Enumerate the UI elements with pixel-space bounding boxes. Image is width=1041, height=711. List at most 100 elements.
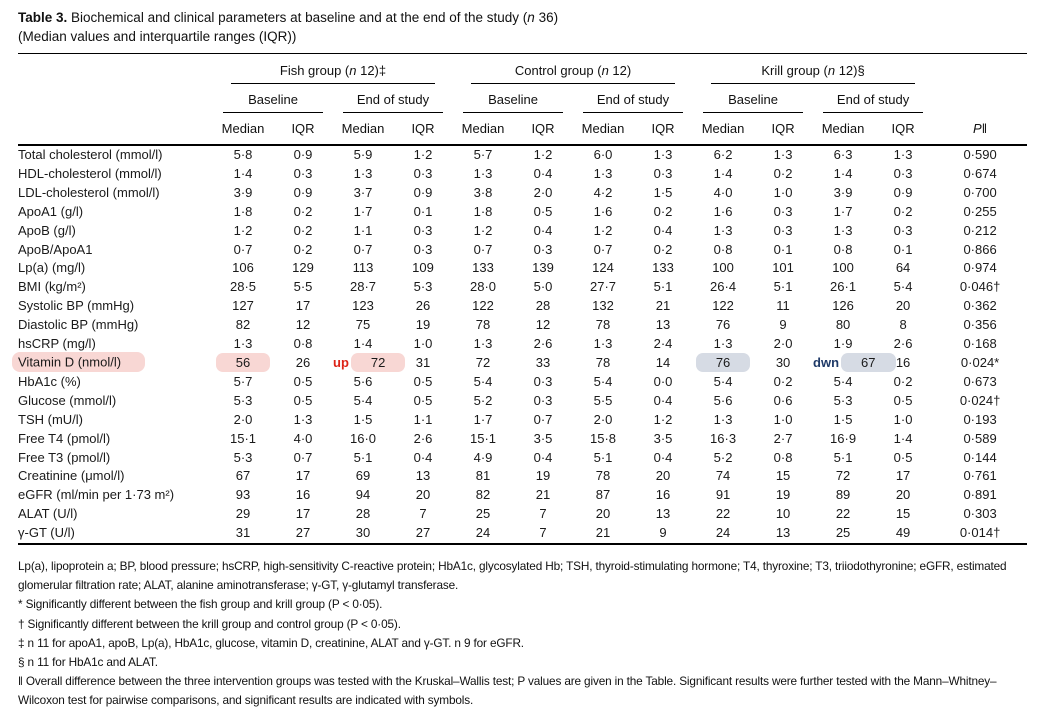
fish-group-suffix: 12)‡: [356, 63, 387, 78]
value-cell: 16: [895, 354, 911, 370]
value-cell: 0·3: [533, 392, 553, 408]
value-cell: 20: [415, 487, 431, 503]
value-cell: 6·0: [593, 147, 613, 162]
value-cell: 0·4: [533, 449, 553, 465]
value-cell: 72: [475, 354, 491, 370]
value-cell: 25: [475, 506, 491, 522]
value-cell: 17: [895, 468, 911, 484]
value-cell: 15·8: [589, 430, 617, 446]
value-cell: 82: [475, 487, 491, 503]
p-value: 0·362: [963, 298, 997, 314]
value-cell: 5·5: [293, 279, 313, 295]
caption-n-italic: n: [527, 10, 535, 25]
row-label: TSH (mU/l): [18, 411, 83, 427]
col-header-iqr: IQR: [633, 113, 694, 146]
value-cell: 5·2: [473, 392, 493, 408]
value-cell: 0·3: [653, 165, 673, 181]
value-cell: 1·2: [473, 222, 493, 238]
value-cell: 1·1: [413, 411, 433, 427]
value-cell: 0·4: [653, 449, 673, 465]
value-cell: 4·0: [713, 184, 733, 200]
row-label: eGFR (ml/min per 1·73 m²): [18, 487, 175, 503]
value-cell: 19: [415, 317, 431, 333]
value-cell: 1·2: [653, 411, 673, 427]
value-cell: 15·1: [229, 430, 257, 446]
value-cell: 0·0: [653, 373, 673, 389]
value-cell: 1·5: [353, 411, 373, 427]
col-header-median: Median: [213, 113, 273, 146]
value-cell: 1·5: [833, 411, 853, 427]
value-cell: dwn 67: [813, 352, 896, 373]
value-cell: 1·4: [353, 336, 373, 352]
table-row: γ-GT (U/l) 31 27 30 27 24 7 21 9 24 13 25 49 0·014†: [18, 524, 1027, 544]
value-cell: 0·4: [653, 222, 673, 238]
value-cell: 87: [595, 487, 611, 503]
value-cell: 106: [232, 260, 254, 276]
p-column-spacer: [933, 54, 1027, 85]
value-cell: 0·2: [293, 241, 313, 257]
value-cell: 0·8: [833, 241, 853, 257]
value-cell: 5·3: [233, 449, 253, 465]
value-cell: 1·8: [233, 203, 253, 219]
value-cell: 94: [355, 487, 371, 503]
value-cell: 113: [352, 260, 374, 276]
value-cell: 1·3: [473, 165, 493, 181]
value-cell: 100: [832, 260, 854, 276]
value-cell: 123: [352, 298, 374, 314]
p-italic: P: [973, 121, 982, 136]
value-cell: 78: [595, 468, 611, 484]
value-cell: 1·8: [473, 203, 493, 219]
value-cell: 0·5: [533, 203, 553, 219]
p-value: 0·356: [963, 317, 997, 333]
value-cell: 0·4: [533, 222, 553, 238]
value-cell: 76: [715, 317, 731, 333]
value-cell: 27·7: [589, 279, 617, 295]
value-cell: 0·9: [413, 184, 433, 200]
value-highlight: 72: [350, 352, 406, 372]
value-cell: 109: [412, 260, 434, 276]
value-cell: 0·7: [293, 449, 313, 465]
p-value: 0·866: [963, 241, 997, 257]
value-cell: 0·3: [773, 203, 793, 219]
value-cell: 1·6: [593, 203, 613, 219]
value-cell: 13: [655, 506, 671, 522]
table-row: eGFR (ml/min per 1·73 m²) 93 16 94 20 82 21 87 1…: [18, 486, 1027, 505]
value-cell: 132: [592, 298, 614, 314]
value-cell: 0·2: [773, 373, 793, 389]
value-cell: 2·0: [533, 184, 553, 200]
value-cell: 25: [835, 525, 851, 541]
value-cell: 2·0: [773, 336, 793, 352]
value-cell: 6·3: [833, 147, 853, 162]
value-cell: 5·4: [713, 373, 733, 389]
p-value: 0·673: [963, 373, 997, 389]
p-value: 0·303: [963, 506, 997, 522]
value-cell: 78: [475, 317, 491, 333]
value-cell: 0·2: [293, 222, 313, 238]
control-group-suffix: 12): [608, 63, 632, 78]
value-cell: 30: [775, 354, 791, 370]
value-cell: 0·7: [233, 241, 253, 257]
value-cell: 31: [415, 354, 431, 370]
value-cell: 5·3: [413, 279, 433, 295]
value-cell: 91: [715, 487, 731, 503]
caption-text: Biochemical and clinical parameters at b…: [67, 10, 528, 25]
col-header-iqr: IQR: [273, 113, 333, 146]
value-cell: 1·2: [593, 222, 613, 238]
row-label: Vitamin D (nmol/l): [12, 352, 213, 373]
value-cell: 5·7: [233, 373, 253, 389]
table-row: ALAT (U/l) 29 17 28 7 25 7 20 13 22 10 22 15 0·303: [18, 505, 1027, 524]
value-cell: 5·1: [653, 279, 673, 295]
value-cell: 81: [475, 468, 491, 484]
value-cell: 8: [899, 317, 907, 333]
value-cell: 31: [235, 525, 251, 541]
value-cell: 4·2: [593, 184, 613, 200]
value-cell: 0·5: [293, 373, 313, 389]
value-cell: 2·6: [893, 336, 913, 352]
value-cell: 20: [895, 298, 911, 314]
col-header-iqr: IQR: [513, 113, 573, 146]
value-cell: 20: [895, 487, 911, 503]
group-header-row: Fish group (n 12)‡ Control group (n 12) …: [18, 54, 1027, 85]
value-cell: 5·4: [833, 373, 853, 389]
row-label: γ-GT (U/l): [18, 525, 75, 541]
row-label: hsCRP (mg/l): [18, 336, 96, 352]
